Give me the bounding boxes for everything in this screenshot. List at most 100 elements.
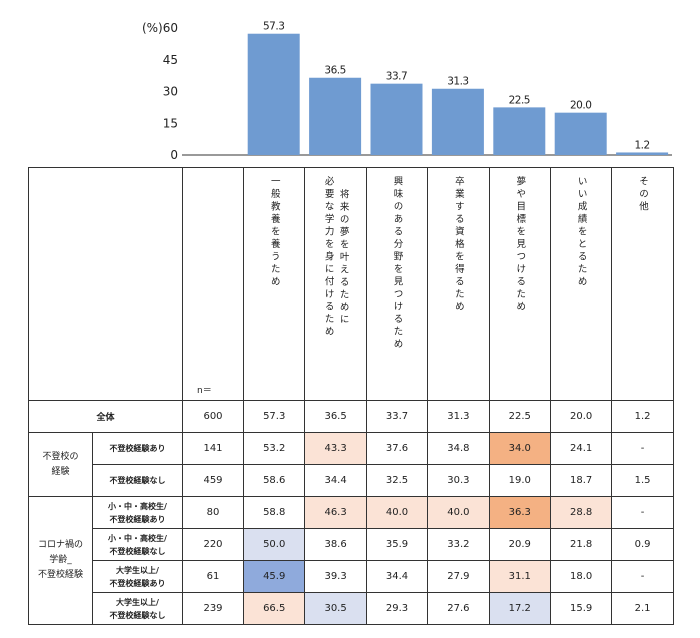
n-value: 61 [182, 560, 244, 593]
cell-value: 46.3 [304, 496, 367, 529]
data-label: 22.5 [509, 94, 530, 106]
cell-value: 58.8 [242, 496, 306, 529]
cell-value: 28.8 [549, 496, 613, 529]
column-header: 興味のある分野を見つけるため [365, 167, 429, 401]
cell-value: 31.1 [488, 560, 551, 593]
cell-value: 50.0 [242, 528, 306, 561]
data-label: 1.2 [634, 139, 649, 151]
cell-value: 34.8 [427, 432, 490, 465]
y-tick-label: 30 [163, 85, 178, 99]
cell-value: 39.3 [304, 560, 367, 593]
table-row: 大学生以上/不登校経験なし 239 66.5 30.5 29.3 27.6 17.2 15.9… [29, 592, 674, 625]
cell-value: 33.7 [365, 400, 429, 433]
cell-value: 38.6 [304, 528, 367, 561]
bar [616, 152, 669, 155]
table-row: 不登校経験なし 459 58.6 34.4 32.5 30.3 19.0 18.7 1.5 [29, 464, 674, 497]
cell-value: 32.5 [365, 464, 429, 497]
y-tick-label: 0 [170, 148, 178, 162]
row-label: 大学生以上/不登校経験あり [92, 560, 183, 593]
group-label: コロナ禍の 学齢_ 不登校経験 [28, 496, 93, 625]
column-header-label: いい成績をとるため [575, 176, 587, 289]
n-value: 459 [182, 464, 244, 497]
cell-value: 66.5 [242, 592, 306, 625]
bar [247, 33, 300, 156]
data-label: 57.3 [263, 21, 284, 33]
table-row: 不登校の 経験 不登校経験あり 141 53.2 43.3 37.6 34.8 34.0 24.1… [28, 432, 674, 497]
bar [493, 107, 546, 155]
cell-value: 20.9 [488, 528, 551, 561]
bar [431, 88, 484, 155]
cell-value: 18.0 [549, 560, 613, 593]
table-row: 大学生以上/不登校経験あり 61 45.9 39.3 34.4 27.9 31.1 18.0- [29, 560, 674, 593]
column-header: その他 [611, 167, 674, 401]
cell-value: 34.0 [488, 432, 551, 465]
row-label: 不登校経験なし [92, 464, 183, 497]
n-value: 239 [182, 592, 244, 625]
cell-value: 27.6 [427, 592, 490, 625]
cell-value: 33.2 [427, 528, 490, 561]
column-header-label: 一般教養を養うため [268, 176, 280, 289]
y-tick-label: 15 [163, 116, 178, 130]
n-label: n＝ [182, 167, 244, 401]
cell-value: 30.5 [304, 592, 367, 625]
cell-value: 21.8 [549, 528, 613, 561]
n-value: 220 [182, 528, 244, 561]
n-value: 141 [182, 432, 244, 465]
data-label: 36.5 [324, 65, 345, 77]
cell-value: 34.4 [304, 464, 367, 497]
cell-value: 17.2 [488, 592, 551, 625]
blank-header [28, 167, 183, 401]
column-header-label: その他 [637, 176, 649, 214]
cell-value: 58.6 [242, 464, 306, 497]
row-label: 不登校経験あり [92, 432, 183, 465]
column-header: 一般教養を養うため [242, 167, 306, 401]
cell-value: 1.2 [611, 400, 674, 433]
cell-value: - [611, 432, 674, 465]
data-label: 31.3 [447, 76, 468, 88]
cell-value: 15.9 [549, 592, 613, 625]
cell-value: 18.7 [549, 464, 613, 497]
cell-value: 35.9 [365, 528, 429, 561]
column-header: 夢や目標を見つけるため [488, 167, 551, 401]
n-value: 600 [182, 400, 244, 433]
cell-value: 19.0 [488, 464, 551, 497]
cell-value: 36.5 [304, 400, 367, 433]
cell-value: 57.3 [242, 400, 306, 433]
column-header: 卒業する資格を得るため [427, 167, 490, 401]
row-label: 小・中・高校生/不登校経験あり [92, 496, 183, 529]
cell-value: 22.5 [488, 400, 551, 433]
column-header-label: 将来の夢を叶えるために 必要な学力を身に付けるため [322, 176, 349, 339]
table-row: 小・中・高校生/不登校経験なし 220 50.0 38.6 35.9 33.2 20.9 21… [29, 528, 674, 561]
cell-value: 40.0 [427, 496, 490, 529]
cell-value: 29.3 [365, 592, 429, 625]
group-label: 不登校の 経験 [28, 432, 93, 497]
data-label: 20.0 [570, 100, 591, 112]
cell-value: 30.3 [427, 464, 490, 497]
column-header-label: 夢や目標を見つけるため [514, 176, 526, 314]
cell-value: - [611, 496, 674, 529]
cell-value: 27.9 [427, 560, 490, 593]
y-tick-label: 45 [163, 53, 178, 67]
bar [554, 112, 607, 155]
cell-value: 1.5 [611, 464, 674, 497]
column-header: 将来の夢を叶えるために 必要な学力を身に付けるため [304, 167, 367, 401]
cell-value: 36.3 [488, 496, 551, 529]
cell-value: 20.0 [549, 400, 613, 433]
cell-value: 2.1 [611, 592, 674, 625]
cell-value: 31.3 [427, 400, 490, 433]
crosstab-table: n＝ 一般教養を養うため 将来の夢を叶えるために 必要な学力を身に付けるため 興味のある… [28, 167, 674, 625]
row-label: 大学生以上/不登校経験なし [92, 592, 183, 625]
cell-value: 53.2 [242, 432, 306, 465]
cell-value: 37.6 [365, 432, 429, 465]
column-header-label: 興味のある分野を見つけるため [391, 176, 403, 351]
row-label: 小・中・高校生/不登校経験なし [92, 528, 183, 561]
y-tick-label: (%)60 [142, 21, 178, 35]
cell-value: 34.4 [365, 560, 429, 593]
cell-value: 0.9 [611, 528, 674, 561]
bar-chart: 0 15 30 45 (%)60 57.3 36.5 33.7 31.3 22.5 20.0 1.2 [142, 21, 672, 162]
cell-value: 43.3 [304, 432, 367, 465]
cell-value: 40.0 [365, 496, 429, 529]
table-row: コロナ禍の 学齢_ 不登校経験 小・中・高校生/不登校経験あり 80 58.8 46.3 40… [28, 496, 674, 625]
cell-value: - [611, 560, 674, 593]
cell-value: 45.9 [242, 560, 306, 593]
